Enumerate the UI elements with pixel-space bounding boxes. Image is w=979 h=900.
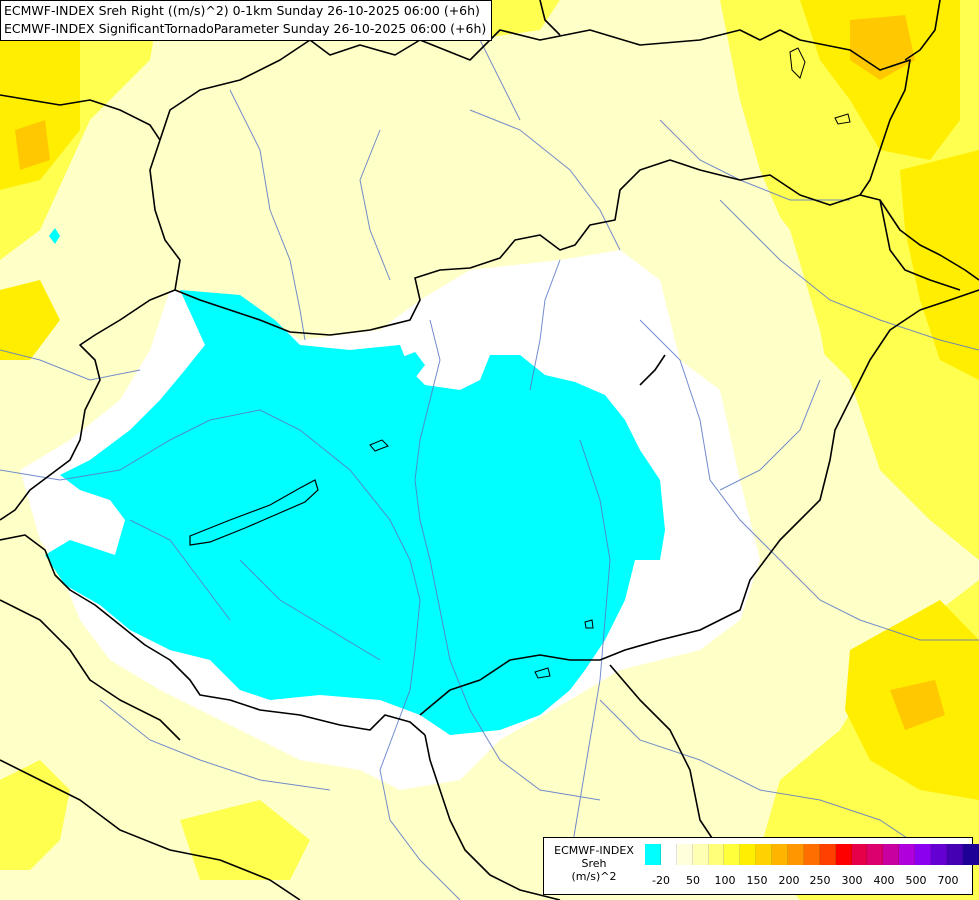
legend-swatch (740, 844, 757, 865)
small-lake-north (834, 113, 851, 125)
legend-swatch (835, 844, 852, 865)
map-title-box: ECMWF-INDEX Sreh Right ((m/s)^2) 0-1km S… (0, 0, 493, 41)
legend-label-variable: Sreh (581, 857, 607, 870)
legend-swatch (772, 844, 789, 865)
legend-swatch (660, 844, 677, 865)
legend-swatch (819, 844, 836, 865)
legend-tick-label: 700 (937, 874, 959, 887)
negative-shear-islet-west (49, 228, 60, 244)
legend-tick-row: -20 50 100 150 200 250 300 400 500 700 (645, 874, 969, 888)
negative-shear-field (45, 290, 665, 735)
color-legend: ECMWF-INDEX Sreh (m/s)^2 -20 50 100 150 200 2… (543, 837, 979, 895)
legend-swatch (851, 844, 868, 865)
legend-swatch (692, 844, 709, 865)
legend-swatch (708, 844, 725, 865)
legend-label-unit: (m/s)^2 (571, 870, 617, 883)
small-lake (369, 439, 389, 452)
lake-balaton (189, 479, 319, 546)
legend-tick-label: 200 (778, 874, 800, 887)
legend-swatch (946, 844, 963, 865)
legend-swatch (962, 844, 979, 865)
legend-tick-label: 400 (873, 874, 895, 887)
legend-label-model: ECMWF-INDEX (554, 844, 634, 857)
legend-swatch (803, 844, 820, 865)
legend-swatch (724, 844, 741, 865)
legend-tick-label: 50 (686, 874, 700, 887)
legend-tick-label: 300 (841, 874, 863, 887)
legend-tick-label: 250 (809, 874, 831, 887)
legend-tick-label: -20 (652, 874, 670, 887)
legend-tick-label: 150 (746, 874, 768, 887)
legend-swatch-bar (645, 844, 979, 865)
small-lake-northeast (789, 47, 806, 79)
legend-swatch (756, 844, 773, 865)
legend-swatch (676, 844, 693, 865)
legend-swatch (915, 844, 932, 865)
legend-label: ECMWF-INDEX Sreh (m/s)^2 (548, 844, 640, 883)
legend-swatch (645, 844, 661, 865)
legend-swatch (788, 844, 804, 865)
legend-tick-label: 500 (905, 874, 927, 887)
legend-tick-label: 100 (714, 874, 736, 887)
legend-swatch (867, 844, 884, 865)
small-lake-east (584, 619, 594, 629)
map-title-line-1: ECMWF-INDEX Sreh Right ((m/s)^2) 0-1km S… (4, 3, 480, 18)
small-lake-south (534, 667, 551, 679)
legend-swatch (883, 844, 900, 865)
map-title-line-2: ECMWF-INDEX SignificantTornadoParameter … (4, 21, 487, 36)
legend-swatch (899, 844, 916, 865)
negative-shear-islet (395, 352, 425, 378)
legend-swatch (931, 844, 947, 865)
